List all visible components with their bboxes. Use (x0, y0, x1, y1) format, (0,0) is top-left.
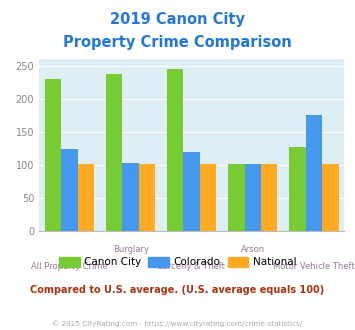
Bar (306, 115, 322, 231)
Bar (106, 74, 122, 231)
Bar (261, 164, 278, 231)
Bar (289, 147, 306, 231)
Text: Arson: Arson (241, 245, 265, 254)
Text: © 2025 CityRating.com - https://www.cityrating.com/crime-statistics/: © 2025 CityRating.com - https://www.city… (53, 320, 302, 327)
Bar (45, 79, 61, 231)
Bar (167, 69, 184, 231)
Text: Motor Vehicle Theft: Motor Vehicle Theft (273, 262, 355, 271)
Bar (122, 163, 139, 231)
Text: All Property Crime: All Property Crime (31, 262, 108, 271)
Bar (184, 152, 200, 231)
Text: Compared to U.S. average. (U.S. average equals 100): Compared to U.S. average. (U.S. average … (31, 285, 324, 295)
Text: 2019 Canon City: 2019 Canon City (110, 12, 245, 26)
Text: Burglary: Burglary (113, 245, 149, 254)
Text: Larceny & Theft: Larceny & Theft (158, 262, 225, 271)
Bar (61, 149, 78, 231)
Text: Property Crime Comparison: Property Crime Comparison (63, 35, 292, 50)
Bar (245, 164, 261, 231)
Bar (78, 164, 94, 231)
Legend: Canon City, Colorado, National: Canon City, Colorado, National (55, 253, 300, 272)
Bar (322, 164, 339, 231)
Bar (200, 164, 217, 231)
Bar (228, 164, 245, 231)
Bar (139, 164, 155, 231)
